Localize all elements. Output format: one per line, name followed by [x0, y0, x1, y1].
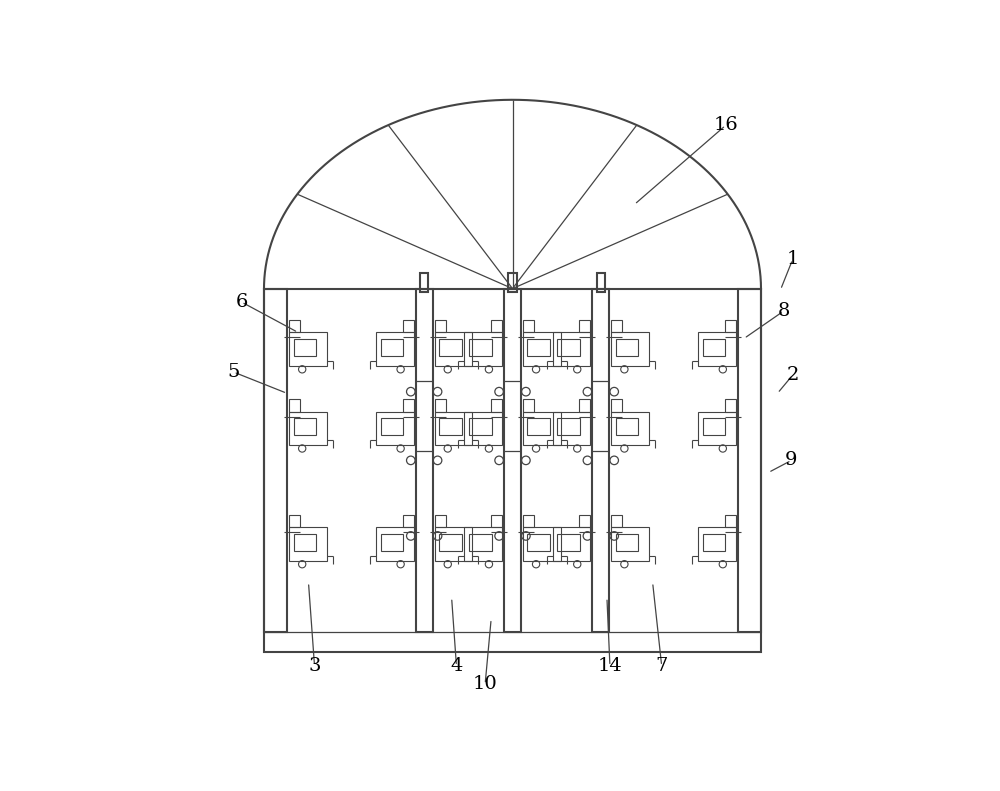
Bar — [553, 332, 590, 366]
Bar — [435, 320, 446, 332]
Text: 16: 16 — [713, 116, 738, 134]
Bar — [376, 411, 414, 445]
Bar — [439, 339, 462, 356]
Bar — [579, 320, 590, 332]
Text: 3: 3 — [308, 657, 321, 676]
Bar — [420, 274, 428, 292]
Bar — [725, 399, 736, 411]
Bar — [616, 534, 638, 551]
Bar — [469, 418, 492, 435]
Bar — [557, 339, 580, 356]
Bar — [616, 339, 638, 356]
Bar — [435, 332, 472, 366]
Bar — [289, 332, 327, 366]
Bar — [611, 528, 649, 561]
Bar — [464, 411, 502, 445]
Bar — [592, 289, 609, 632]
Bar — [264, 289, 287, 632]
Text: 10: 10 — [473, 676, 497, 694]
Bar — [611, 320, 622, 332]
Bar — [597, 274, 605, 292]
Bar — [294, 418, 316, 435]
Bar — [289, 411, 327, 445]
Text: 4: 4 — [450, 657, 463, 676]
Bar — [289, 515, 300, 528]
Bar — [523, 399, 534, 411]
Bar — [725, 515, 736, 528]
Bar — [435, 411, 472, 445]
Bar — [557, 418, 580, 435]
Bar — [416, 289, 433, 632]
Bar — [527, 534, 550, 551]
Bar — [469, 534, 492, 551]
Bar — [698, 411, 736, 445]
Bar — [703, 339, 725, 356]
Bar — [611, 411, 649, 445]
Text: 2: 2 — [786, 366, 799, 384]
Bar — [439, 534, 462, 551]
Text: 6: 6 — [235, 293, 248, 311]
Bar — [381, 418, 403, 435]
Bar — [439, 418, 462, 435]
Bar — [464, 332, 502, 366]
Bar — [464, 528, 502, 561]
Bar — [523, 528, 561, 561]
Bar — [294, 534, 316, 551]
Bar — [698, 332, 736, 366]
Bar — [553, 528, 590, 561]
Bar — [504, 289, 521, 632]
Bar — [435, 399, 446, 411]
Bar — [491, 515, 502, 528]
Bar — [491, 399, 502, 411]
Bar — [611, 332, 649, 366]
Bar — [553, 411, 590, 445]
Bar — [289, 320, 300, 332]
Bar — [435, 528, 472, 561]
Text: 7: 7 — [656, 657, 668, 676]
Bar — [611, 399, 622, 411]
Bar — [289, 528, 327, 561]
Bar — [381, 534, 403, 551]
Bar — [491, 320, 502, 332]
Bar — [527, 339, 550, 356]
Bar — [403, 515, 414, 528]
Bar — [703, 418, 725, 435]
Bar — [703, 534, 725, 551]
Bar — [738, 289, 761, 632]
Bar — [579, 515, 590, 528]
Bar — [523, 332, 561, 366]
Bar — [435, 515, 446, 528]
Bar — [557, 534, 580, 551]
Bar — [523, 515, 534, 528]
Bar — [698, 528, 736, 561]
Bar — [523, 320, 534, 332]
Bar — [294, 339, 316, 356]
Bar — [403, 399, 414, 411]
Text: 8: 8 — [777, 302, 790, 320]
Bar — [264, 289, 761, 653]
Text: 9: 9 — [785, 452, 798, 469]
Bar — [611, 515, 622, 528]
Bar — [469, 339, 492, 356]
Bar — [403, 320, 414, 332]
Bar — [381, 339, 403, 356]
Text: 14: 14 — [598, 657, 622, 676]
Bar — [579, 399, 590, 411]
Bar — [616, 418, 638, 435]
Bar — [376, 528, 414, 561]
Bar — [376, 332, 414, 366]
Bar — [527, 418, 550, 435]
Bar — [289, 399, 300, 411]
Text: 1: 1 — [786, 251, 799, 268]
Bar — [725, 320, 736, 332]
Text: 5: 5 — [227, 363, 240, 381]
Bar — [508, 274, 517, 292]
Bar — [523, 411, 561, 445]
